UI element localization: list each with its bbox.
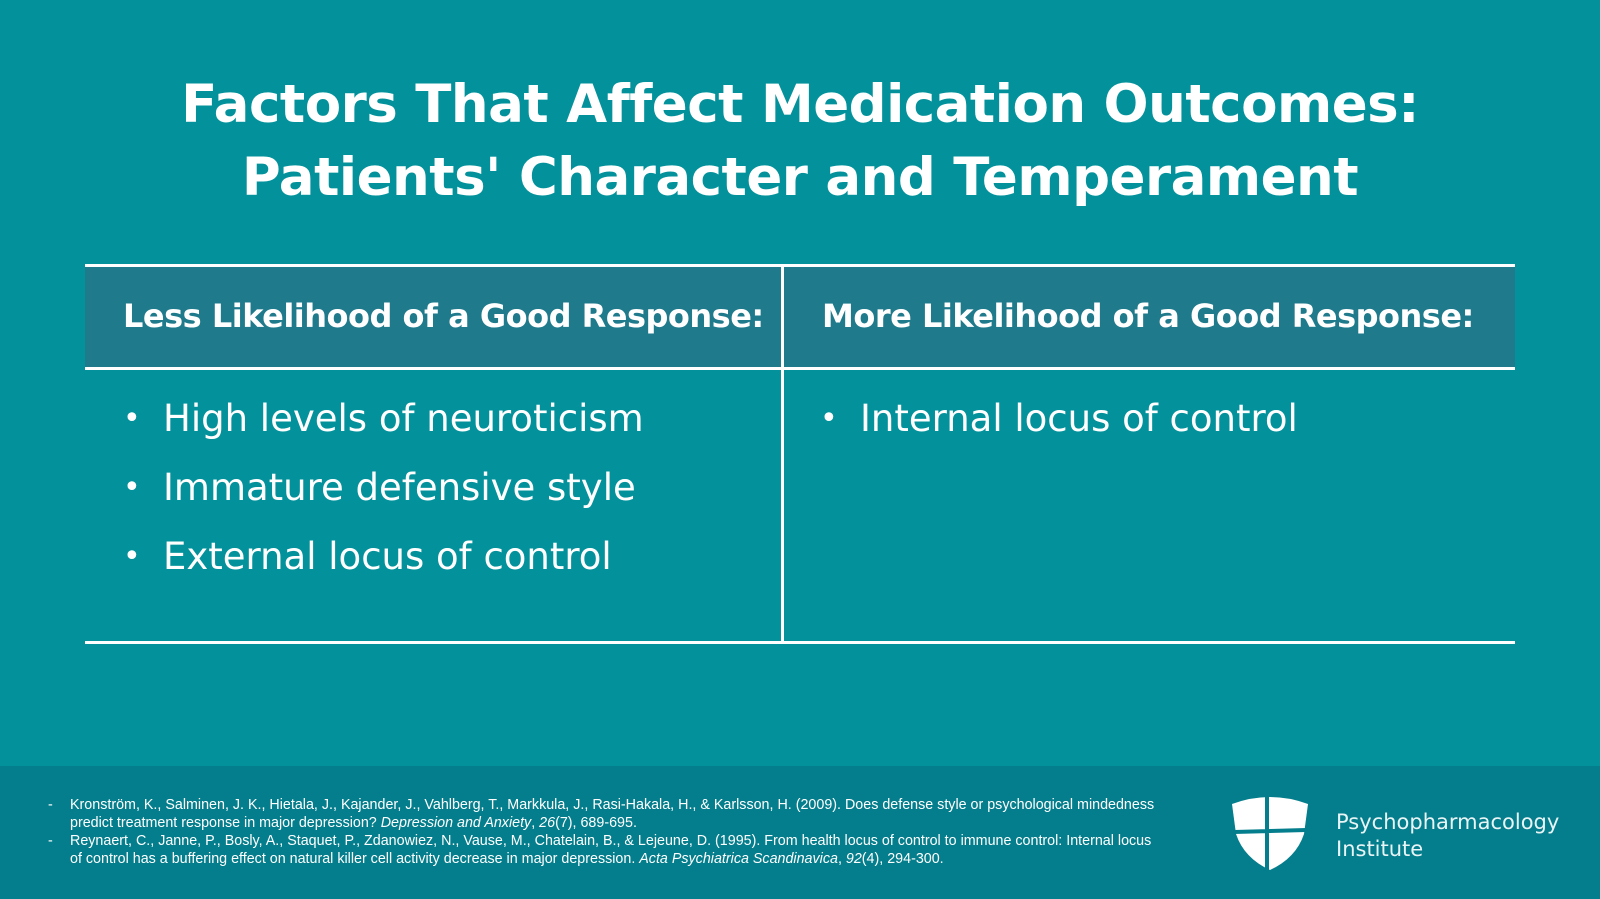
shield-logo-icon [1232,796,1308,870]
ref-text: Reynaert, C., Janne, P., Bosly, A., Staq… [70,833,1152,867]
footer: - Kronström, K., Salminen, J. K., Hietala… [0,766,1600,899]
slide-title: Factors That Affect Medication Outcomes:… [0,68,1600,214]
ref-text: Kronström, K., Salminen, J. K., Hietala,… [70,797,1155,831]
title-line-2: Patients' Character and Temperament [241,147,1359,208]
brand-line-2: Institute [1336,837,1424,861]
references: - Kronström, K., Salminen, J. K., Hietala… [48,796,1158,868]
ref-volume: 26 [539,815,556,831]
brand-line-1: Psychopharmacology [1336,810,1560,834]
ref-pages: (7), 689-695. [555,815,637,831]
ref-sep: , [531,815,540,831]
reference-item: - Reynaert, C., Janne, P., Bosly, A., Sta… [48,832,1158,868]
list-item: High levels of neuroticism [123,397,644,466]
dash: - [48,797,53,813]
header-less-likelihood: Less Likelihood of a Good Response: [123,297,764,335]
list-item: Immature defensive style [123,466,644,535]
list-item: External locus of control [123,535,644,604]
header-more-likelihood: More Likelihood of a Good Response: [822,297,1474,335]
ref-journal: Depression and Anxiety [380,815,532,831]
ref-sep: , [837,851,846,867]
ref-pages: (4), 294-300. [861,851,944,867]
ref-journal: Acta Psychiatrica Scandinavica [639,851,838,867]
ref-volume: 92 [845,851,862,867]
more-likelihood-list: Internal locus of control [820,397,1298,466]
list-item: Internal locus of control [820,397,1298,466]
table-header: Less Likelihood of a Good Response: More… [85,267,1515,370]
brand-name: Psychopharmacology Institute [1336,809,1559,863]
reference-item: - Kronström, K., Salminen, J. K., Hietala… [48,796,1158,832]
column-divider [781,267,784,641]
title-line-1: Factors That Affect Medication Outcomes: [181,74,1419,135]
less-likelihood-list: High levels of neuroticism Immature defe… [123,397,644,604]
comparison-table: Less Likelihood of a Good Response: More… [85,264,1515,644]
dash: - [48,833,53,849]
